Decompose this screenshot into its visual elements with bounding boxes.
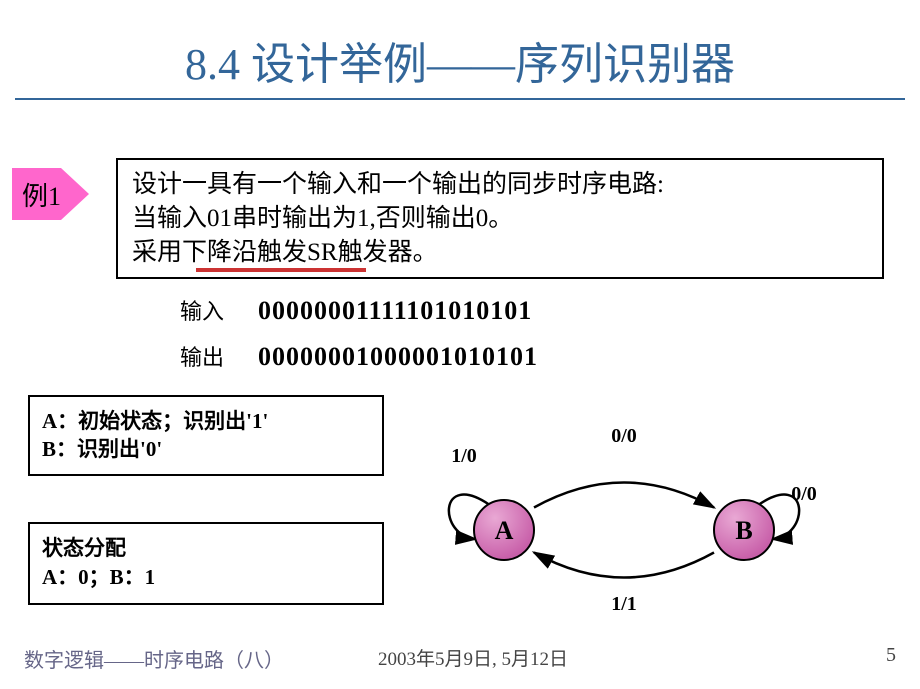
state-assign-box: 状态分配 A：0；B：1 — [28, 522, 384, 605]
svg-text:0/0: 0/0 — [611, 425, 637, 447]
footer-page-number: 5 — [886, 644, 896, 673]
statement-box: 设计一具有一个输入和一个输出的同步时序电路: 当输入01串时输出为1,否则输出0… — [116, 158, 884, 279]
example-arrow: 例1 — [12, 168, 89, 220]
statement-line: 采用下降沿触发SR触发器。 — [132, 236, 868, 270]
footer: 数字逻辑——时序电路（八） 2003年5月9日, 5月12日 5 — [24, 644, 896, 673]
state-diagram-svg: 1/0 0/0 0/0 1/1 A B — [404, 400, 904, 620]
svg-text:1/0: 1/0 — [451, 445, 477, 467]
svg-text:0/0: 0/0 — [791, 483, 817, 505]
footer-left: 数字逻辑——时序电路（八） — [24, 644, 284, 673]
state-def-line: B：识别出'0' — [42, 435, 370, 463]
title-underline — [15, 98, 905, 100]
svg-text:1/1: 1/1 — [611, 593, 637, 615]
arrow-head-icon — [61, 168, 89, 220]
footer-date: 2003年5月9日, 5月12日 — [378, 644, 568, 671]
io-in-value: 00000001111101010101 — [258, 296, 532, 326]
io-row-out: 输出 00000001000001010101 — [180, 340, 538, 372]
state-defs-box: A：初始状态；识别出'1' B：识别出'0' — [28, 395, 384, 476]
state-assign-line: A：0；B：1 — [42, 563, 370, 592]
svg-text:B: B — [735, 516, 752, 545]
example-label: 例1 — [12, 168, 61, 220]
io-out-value: 00000001000001010101 — [258, 342, 538, 372]
io-row-in: 输入 00000001111101010101 — [180, 294, 538, 326]
state-assign-title: 状态分配 — [42, 534, 370, 563]
io-in-label: 输入 — [180, 294, 258, 326]
page-title: 8.4 设计举例——序列识别器 — [0, 0, 920, 92]
emphasis-underline — [196, 268, 366, 272]
svg-text:A: A — [495, 516, 514, 545]
state-diagram: 1/0 0/0 0/0 1/1 A B — [404, 400, 904, 620]
statement-line: 设计一具有一个输入和一个输出的同步时序电路: — [132, 168, 868, 202]
io-out-label: 输出 — [180, 340, 258, 372]
state-def-line: A：初始状态；识别出'1' — [42, 407, 370, 435]
io-block: 输入 00000001111101010101 输出 0000000100000… — [180, 294, 538, 386]
statement-line: 当输入01串时输出为1,否则输出0。 — [132, 202, 868, 236]
